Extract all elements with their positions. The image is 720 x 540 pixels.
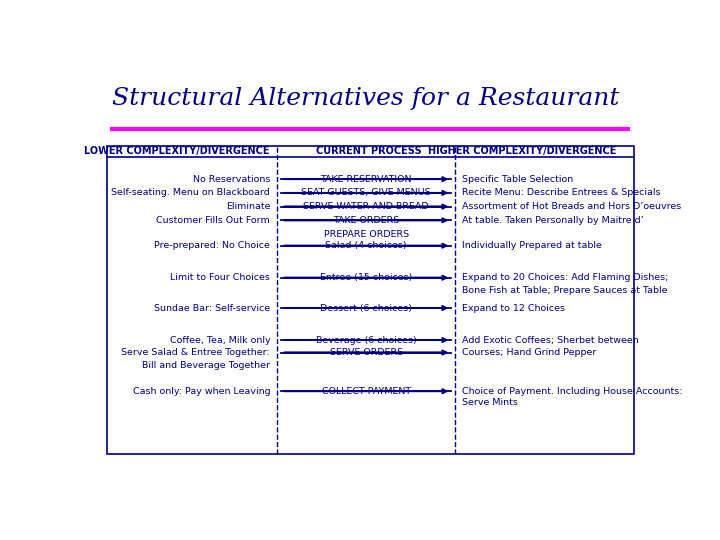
- Text: Bill and Beverage Together: Bill and Beverage Together: [143, 361, 270, 369]
- Text: Choice of Payment. Including House Accounts:: Choice of Payment. Including House Accou…: [462, 387, 683, 396]
- Text: Coffee, Tea, Milk only: Coffee, Tea, Milk only: [170, 335, 270, 345]
- Text: Eliminate: Eliminate: [226, 202, 270, 211]
- Text: At table. Taken Personally by Maitre d’: At table. Taken Personally by Maitre d’: [462, 216, 644, 225]
- Text: Cash only: Pay when Leaving: Cash only: Pay when Leaving: [132, 387, 270, 396]
- Text: Self-seating. Menu on Blackboard: Self-seating. Menu on Blackboard: [112, 188, 270, 197]
- Text: Add Exotic Coffees; Sherbet between: Add Exotic Coffees; Sherbet between: [462, 335, 639, 345]
- Text: Limit to Four Choices: Limit to Four Choices: [171, 273, 270, 282]
- Text: Sundae Bar: Self-service: Sundae Bar: Self-service: [154, 303, 270, 313]
- Text: Serve Mints: Serve Mints: [462, 399, 518, 407]
- Text: Recite Menu: Describe Entrees & Specials: Recite Menu: Describe Entrees & Specials: [462, 188, 661, 197]
- Text: SEAT GUESTS, GIVE MENUS: SEAT GUESTS, GIVE MENUS: [302, 188, 431, 197]
- Text: COLLECT PAYMENT: COLLECT PAYMENT: [322, 387, 411, 396]
- Text: Specific Table Selection: Specific Table Selection: [462, 174, 573, 184]
- Text: Structural Alternatives for a Restaurant: Structural Alternatives for a Restaurant: [112, 86, 620, 110]
- Text: SERVE ORDERS: SERVE ORDERS: [330, 348, 402, 357]
- Text: Dessert (6 choices): Dessert (6 choices): [320, 303, 413, 313]
- Text: CURRENT PROCESS: CURRENT PROCESS: [316, 146, 422, 157]
- Text: Pre-prepared: No Choice: Pre-prepared: No Choice: [154, 241, 270, 250]
- Bar: [107, 146, 634, 454]
- Text: Courses; Hand Grind Pepper: Courses; Hand Grind Pepper: [462, 348, 597, 357]
- Text: TAKE RESERVATION: TAKE RESERVATION: [320, 174, 412, 184]
- Text: Assortment of Hot Breads and Hors D’oeuvres: Assortment of Hot Breads and Hors D’oeuv…: [462, 202, 681, 211]
- Text: TAKE ORDERS: TAKE ORDERS: [333, 216, 400, 225]
- Text: Beverage (6 choices): Beverage (6 choices): [316, 335, 417, 345]
- Text: Customer Fills Out Form: Customer Fills Out Form: [156, 216, 270, 225]
- Text: Expand to 20 Choices: Add Flaming Dishes;: Expand to 20 Choices: Add Flaming Dishes…: [462, 273, 669, 282]
- Text: Salad (4 choices): Salad (4 choices): [325, 241, 407, 250]
- Text: No Reservations: No Reservations: [193, 174, 270, 184]
- Text: Individually Prepared at table: Individually Prepared at table: [462, 241, 602, 250]
- Text: Bone Fish at Table; Prepare Sauces at Table: Bone Fish at Table; Prepare Sauces at Ta…: [462, 286, 667, 295]
- Text: PREPARE ORDERS: PREPARE ORDERS: [324, 230, 409, 239]
- Text: SERVE WATER AND BREAD: SERVE WATER AND BREAD: [303, 202, 429, 211]
- Text: Entree (15 choices): Entree (15 choices): [320, 273, 413, 282]
- Text: Expand to 12 Choices: Expand to 12 Choices: [462, 303, 565, 313]
- Text: Serve Salad & Entree Together:: Serve Salad & Entree Together:: [122, 348, 270, 357]
- Text: HIGHER COMPLEXITY/DIVERGENCE: HIGHER COMPLEXITY/DIVERGENCE: [428, 146, 616, 157]
- Text: LOWER COMPLEXITY/DIVERGENCE: LOWER COMPLEXITY/DIVERGENCE: [84, 146, 269, 157]
